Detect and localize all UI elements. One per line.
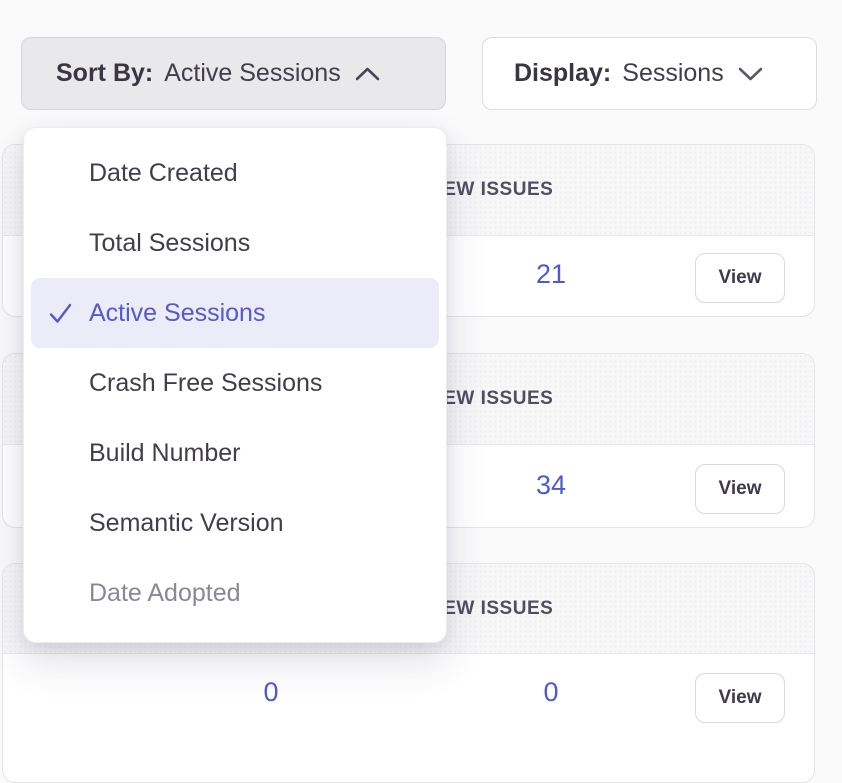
menu-item-crash-free-sessions[interactable]: Crash Free Sessions (24, 348, 446, 418)
menu-item-date-created[interactable]: Date Created (24, 138, 446, 208)
sort-by-value: Active Sessions (164, 59, 341, 87)
view-button[interactable]: View (695, 673, 785, 723)
sort-by-menu: Date Created Total Sessions Active Sessi… (23, 127, 447, 643)
menu-item-build-number[interactable]: Build Number (24, 418, 446, 488)
menu-item-total-sessions[interactable]: Total Sessions (24, 208, 446, 278)
view-button[interactable]: View (695, 464, 785, 514)
display-label: Display: (514, 59, 612, 87)
check-icon (47, 300, 74, 327)
chevron-up-icon (355, 67, 380, 81)
menu-item-label: Date Created (89, 158, 238, 187)
sort-by-button[interactable]: Sort By: Active Sessions (21, 37, 446, 110)
menu-item-label: Crash Free Sessions (89, 368, 323, 397)
new-issues-value: 21 (535, 259, 567, 289)
chevron-down-icon (738, 67, 763, 81)
new-issues-column-header: NEW ISSUES (429, 179, 554, 200)
left-metric-value: 0 (263, 677, 279, 707)
sort-by-label: Sort By: (56, 59, 154, 87)
menu-item-date-adopted[interactable]: Date Adopted (24, 558, 446, 628)
menu-item-label: Semantic Version (89, 508, 284, 537)
menu-item-label: Active Sessions (89, 298, 266, 327)
new-issues-value: 34 (535, 470, 567, 500)
menu-item-label: Total Sessions (89, 228, 251, 257)
display-button[interactable]: Display: Sessions (482, 37, 817, 110)
menu-item-active-sessions[interactable]: Active Sessions (31, 278, 439, 348)
menu-item-label: Date Adopted (89, 578, 241, 607)
display-value: Sessions (622, 59, 724, 87)
new-issues-column-header: NEW ISSUES (429, 388, 554, 409)
new-issues-value: 0 (543, 677, 559, 707)
menu-item-semantic-version[interactable]: Semantic Version (24, 488, 446, 558)
new-issues-column-header: NEW ISSUES (429, 597, 554, 619)
view-button[interactable]: View (695, 253, 785, 303)
menu-item-label: Build Number (89, 438, 241, 467)
